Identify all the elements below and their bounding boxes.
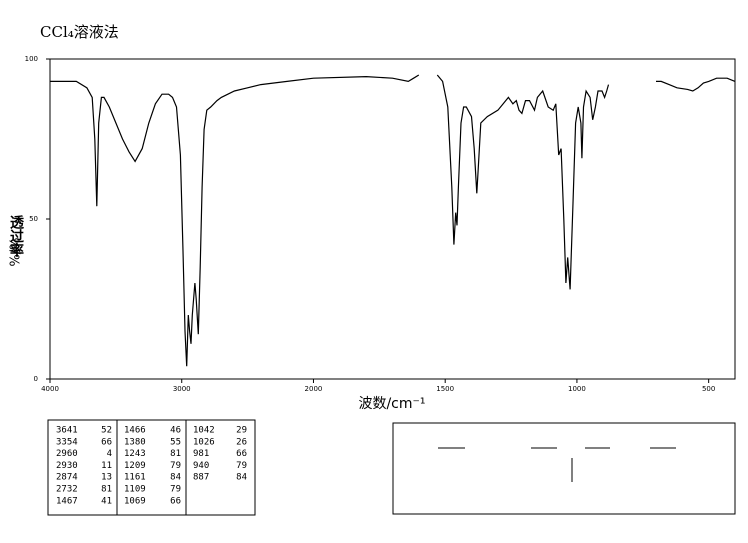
y-tick-label: 50: [29, 215, 38, 223]
peak-transmittance: 46: [170, 426, 181, 436]
peak-wavenumber: 887: [193, 473, 209, 483]
peak-transmittance: 52: [101, 426, 112, 436]
peak-wavenumber: 2732: [56, 485, 78, 495]
peak-wavenumber: 1243: [124, 449, 146, 459]
y-tick-label: 100: [25, 55, 38, 63]
y-axis-label: 透过率: [8, 215, 24, 258]
peak-transmittance: 84: [170, 473, 181, 483]
spectrum-line: [50, 74, 736, 367]
peak-wavenumber: 1161: [124, 473, 146, 483]
x-tick-label: 3000: [173, 385, 191, 393]
peak-transmittance: 4: [107, 449, 112, 459]
peak-wavenumber: 2930: [56, 461, 78, 471]
peak-wavenumber: 3354: [56, 437, 78, 447]
peak-wavenumber: 1026: [193, 437, 215, 447]
structure-frame: [392, 422, 736, 515]
peak-transmittance: 81: [170, 449, 181, 459]
peak-wavenumber: 1069: [124, 496, 146, 506]
peak-transmittance: 26: [236, 437, 247, 447]
x-tick-label: 4000: [41, 385, 59, 393]
peak-wavenumber: 1467: [56, 496, 78, 506]
peak-wavenumber: 1466: [124, 426, 146, 436]
peak-transmittance: 66: [170, 496, 181, 506]
peak-transmittance: 55: [170, 437, 181, 447]
structure: [438, 447, 676, 482]
y-axis-unit: %/%: [9, 237, 24, 266]
peak-transmittance: 66: [101, 437, 112, 447]
chart-title: CCl₄溶液法: [40, 23, 119, 41]
peak-transmittance: 66: [236, 449, 247, 459]
peak-wavenumber: 1109: [124, 485, 146, 495]
peak-wavenumber: 2874: [56, 473, 78, 483]
peak-transmittance: 84: [236, 473, 247, 483]
peak-wavenumber: 1042: [193, 426, 215, 436]
plot-frame: [49, 58, 736, 380]
x-tick-label: 2000: [305, 385, 323, 393]
peak-transmittance: 29: [236, 426, 247, 436]
x-tick-label: 1500: [436, 385, 454, 393]
y-tick-label: 0: [34, 375, 38, 383]
peak-table-frame: [47, 419, 256, 516]
peak-wavenumber: 2960: [56, 449, 78, 459]
x-axis-label: 波数/cm⁻¹: [358, 396, 425, 412]
peak-transmittance: 11: [101, 461, 112, 471]
peak-transmittance: 79: [170, 485, 181, 495]
peak-transmittance: 13: [101, 473, 112, 483]
peak-wavenumber: 3641: [56, 426, 78, 436]
peak-transmittance: 79: [236, 461, 247, 471]
peak-wavenumber: 1380: [124, 437, 146, 447]
x-tick-label: 500: [702, 385, 715, 393]
peak-transmittance: 79: [170, 461, 181, 471]
peak-wavenumber: 981: [193, 449, 209, 459]
peak-wavenumber: 940: [193, 461, 209, 471]
peak-wavenumber: 1209: [124, 461, 146, 471]
peak-transmittance: 81: [101, 485, 112, 495]
x-tick-label: 1000: [568, 385, 586, 393]
peak-transmittance: 41: [101, 496, 112, 506]
